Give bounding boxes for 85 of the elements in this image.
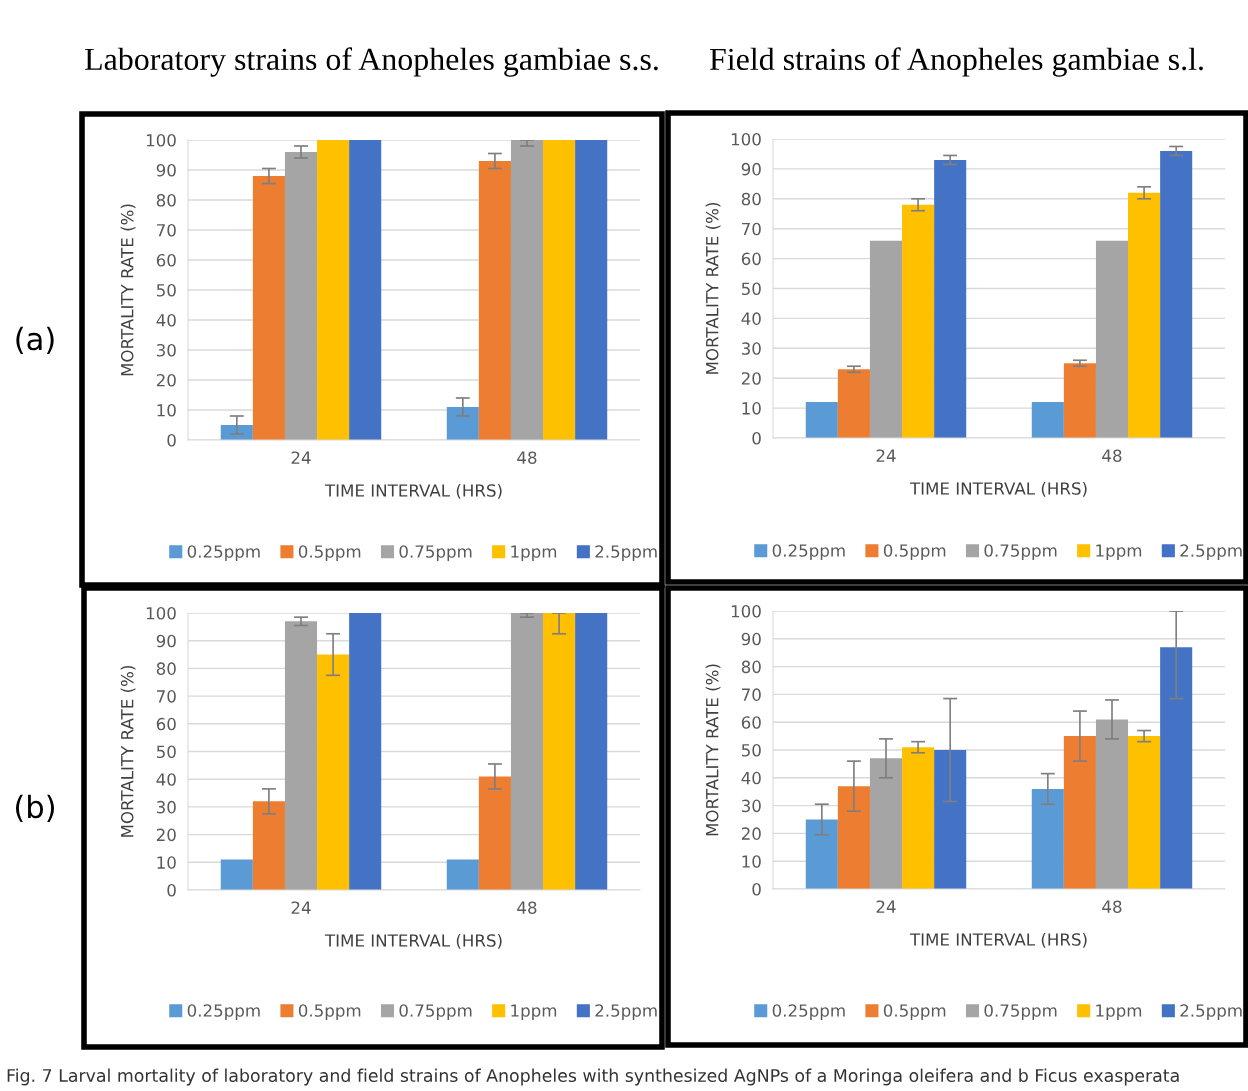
y-tick-label: 50	[741, 743, 761, 757]
legend-label: 0.75ppm	[984, 544, 1057, 561]
legend-label: 1ppm	[1096, 1004, 1142, 1021]
y-tick-label: 70	[157, 690, 176, 703]
legend-label: 0.5ppm	[298, 1004, 361, 1021]
y-tick-label: 60	[156, 717, 176, 731]
legend-label: 0.5ppm	[298, 545, 361, 562]
legend-label: 0.5ppm	[883, 1004, 946, 1021]
y-tick-label: 40	[156, 773, 176, 786]
chart-title: Field strains of Anopheles gambiae s.l.	[709, 47, 1203, 77]
y-tick-label: 10	[742, 855, 761, 868]
y-axis-title: MORTALITY RATE (%)	[705, 202, 721, 374]
y-tick-label: 0	[752, 431, 761, 445]
legend-label: 1ppm	[511, 1004, 557, 1021]
x-axis-title: TIME INTERVAL (HRS)	[909, 481, 1087, 497]
y-tick-label: 100	[146, 606, 176, 620]
x-tick-label: 48	[1102, 900, 1122, 914]
y-tick-label: 20	[741, 372, 761, 385]
x-tick-label: 24	[291, 451, 311, 464]
legend-label: 0.75ppm	[399, 545, 472, 562]
legend-label: 0.25ppm	[772, 1004, 845, 1021]
y-tick-label: 80	[156, 662, 176, 675]
y-axis-title: MORTALITY RATE (%)	[120, 665, 136, 837]
x-axis-title: TIME INTERVAL (HRS)	[324, 933, 502, 949]
legend-label: 2.5ppm	[1180, 1004, 1242, 1021]
y-tick-label: 40	[741, 771, 761, 785]
legend-label: 1ppm	[511, 545, 557, 562]
text: (a)	[16, 326, 54, 354]
x-axis-title: TIME INTERVAL (HRS)	[324, 483, 502, 499]
y-tick-label: 90	[741, 632, 761, 646]
x-tick-label: 24	[291, 901, 311, 914]
y-tick-label: 60	[741, 252, 761, 266]
y-tick-label: 60	[741, 716, 761, 729]
y-tick-label: 30	[741, 799, 761, 813]
x-tick-label: 24	[876, 900, 896, 913]
caption: Fig. 7 Larval mortality of laboratory and field strains of Anopheles with synthesized AgNPs of a Moringa oleifera and b Ficus exasperata	[7, 1068, 1179, 1086]
y-tick-label: 80	[156, 193, 176, 207]
y-tick-label: 40	[741, 312, 761, 325]
x-tick-label: 24	[876, 449, 896, 462]
y-tick-label: 0	[167, 433, 176, 447]
y-tick-label: 30	[741, 342, 761, 355]
y-tick-label: 80	[741, 192, 761, 206]
x-tick-label: 48	[517, 901, 537, 915]
y-tick-label: 70	[742, 688, 761, 701]
legend-label: 0.5ppm	[883, 544, 946, 561]
y-tick-label: 20	[741, 827, 761, 840]
x-axis-title: TIME INTERVAL (HRS)	[909, 932, 1087, 948]
legend-label: 0.25ppm	[772, 544, 845, 561]
legend-label: 1ppm	[1096, 544, 1142, 561]
y-tick-label: 70	[157, 223, 176, 237]
y-tick-label: 30	[156, 343, 176, 357]
y-tick-label: 40	[156, 313, 176, 327]
y-tick-label: 50	[156, 283, 176, 297]
y-axis-title: MORTALITY RATE (%)	[120, 204, 136, 376]
y-tick-label: 60	[156, 253, 176, 267]
y-tick-label: 80	[741, 660, 761, 674]
y-tick-label: 70	[742, 222, 761, 236]
text: (b)	[16, 794, 54, 822]
legend-label: 2.5ppm	[595, 1004, 657, 1021]
y-tick-label: 10	[157, 856, 176, 869]
chart-title: Laboratory strains of Anopheles gambiae s.s.	[85, 47, 658, 77]
y-tick-label: 90	[741, 162, 761, 176]
x-tick-label: 48	[517, 451, 537, 465]
y-tick-label: 90	[156, 163, 176, 177]
y-tick-label: 0	[752, 882, 761, 896]
y-tick-label: 50	[741, 282, 761, 296]
y-tick-label: 20	[156, 373, 176, 387]
y-tick-label: 30	[156, 800, 176, 814]
y-tick-label: 100	[146, 133, 176, 147]
legend-label: 2.5ppm	[595, 545, 657, 562]
y-tick-label: 100	[731, 132, 761, 146]
y-tick-label: 0	[167, 883, 176, 897]
legend-label: 2.5ppm	[1180, 544, 1242, 561]
y-axis-title: MORTALITY RATE (%)	[705, 664, 721, 836]
y-tick-label: 10	[742, 402, 761, 415]
legend-label: 0.75ppm	[399, 1004, 472, 1021]
y-tick-label: 10	[157, 403, 176, 417]
y-tick-label: 100	[731, 604, 761, 618]
legend-label: 0.25ppm	[187, 545, 260, 562]
legend-label: 0.25ppm	[187, 1004, 260, 1021]
y-tick-label: 20	[156, 828, 176, 842]
y-tick-label: 50	[156, 745, 176, 759]
y-tick-label: 90	[156, 634, 176, 648]
legend-label: 0.75ppm	[984, 1004, 1057, 1021]
x-tick-label: 48	[1102, 449, 1122, 463]
